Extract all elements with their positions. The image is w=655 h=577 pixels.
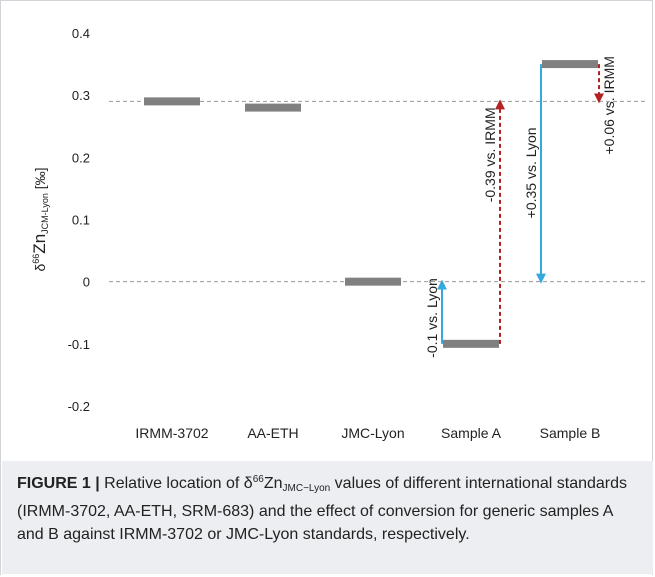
- x-tick-label: IRMM-3702: [135, 425, 208, 441]
- x-tick-label: JMC-Lyon: [341, 425, 404, 441]
- caption-text-2: Zn: [263, 475, 283, 492]
- bar-sample-b: [542, 60, 598, 69]
- bar-jmc-lyon: [345, 277, 401, 286]
- figure-label: FIGURE 1: [17, 475, 91, 492]
- caption-text-3: values of different international standa…: [17, 475, 628, 543]
- annotation-label-2: +0.35 vs. Lyon: [523, 127, 539, 218]
- caption-background: [2, 461, 653, 574]
- caption-text-1: Relative location of δ: [104, 475, 253, 492]
- y-tick-label: 0: [83, 275, 90, 290]
- y-tick-label: -0.1: [68, 337, 90, 352]
- annotation-label-3: +0.06 vs. IRMM: [601, 56, 617, 154]
- y-tick-label: 0.3: [72, 88, 90, 103]
- chart: -0.2 -0.1 0 0.1 0.2 0.3 0.4 δ66ZnJCM-Lyon [‰] IR…: [30, 26, 646, 441]
- annotation-label-0: -0.1 vs. Lyon: [424, 278, 440, 358]
- bar-irmm-3702: [144, 97, 200, 106]
- x-tick-label: AA-ETH: [247, 425, 298, 441]
- x-tick-label: Sample A: [441, 425, 502, 441]
- bar-aa-eth: [245, 103, 301, 112]
- y-axis-label: δ66ZnJCM-Lyon [‰]: [30, 167, 50, 271]
- y-tick-label: -0.2: [68, 399, 90, 414]
- caption-separator: |: [90, 475, 105, 492]
- caption-sup: 66: [252, 474, 264, 485]
- caption-sub: JMC−Lyon: [282, 483, 331, 494]
- annotation-label-1: -0.39 vs. IRMM: [482, 107, 498, 202]
- y-tick-label: 0.1: [72, 213, 90, 228]
- bar-sample-a: [443, 339, 499, 348]
- y-tick-label: 0.4: [72, 26, 90, 41]
- x-tick-label: Sample B: [540, 425, 601, 441]
- figure-caption: FIGURE 1 | Relative location of δ66ZnJMC…: [17, 468, 642, 546]
- y-tick-label: 0.2: [72, 150, 90, 165]
